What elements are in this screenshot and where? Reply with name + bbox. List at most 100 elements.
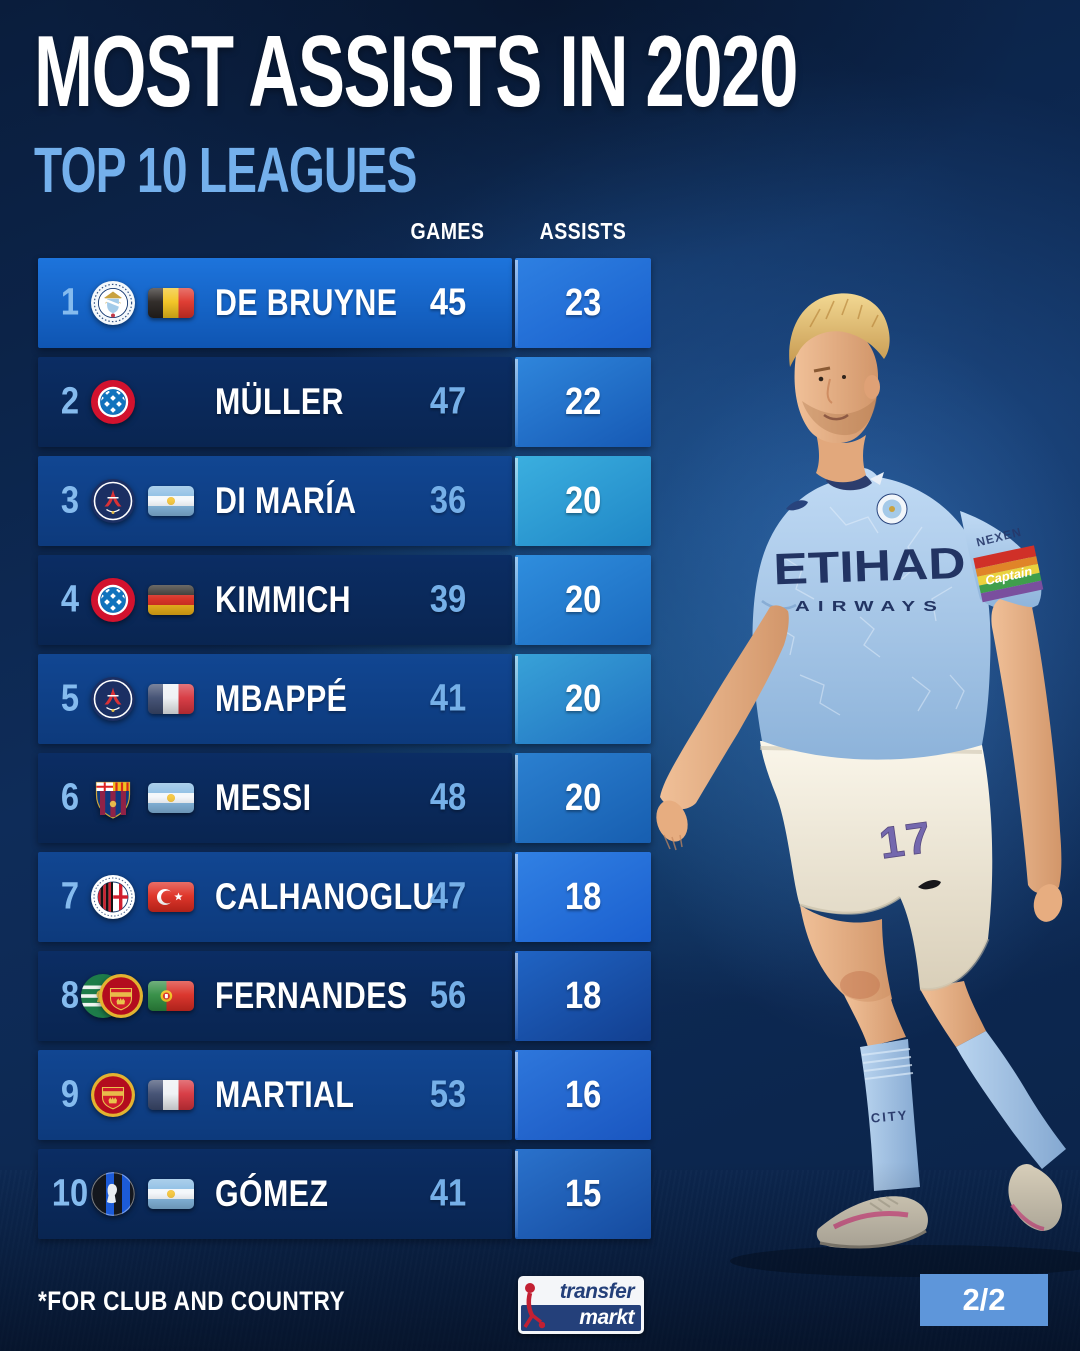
club-crests <box>90 577 136 623</box>
man-united-crest-icon <box>91 1073 135 1117</box>
club-crests <box>90 676 136 722</box>
man-city-crest-icon <box>91 281 135 325</box>
player-name: GÓMEZ <box>215 1173 329 1214</box>
assists-value: 18 <box>564 875 602 918</box>
table-row-6: 6 MESSI 48 20 <box>38 753 651 843</box>
assists-value: 20 <box>564 479 602 522</box>
row-main: 7 CALHANOGLU 47 <box>38 852 512 942</box>
bayern-crest-icon <box>91 380 135 424</box>
assists-value: 20 <box>564 677 602 720</box>
jersey-sponsor-line1: ETIHAD <box>773 539 967 595</box>
games-value: 36 <box>429 479 467 522</box>
assists-cell: 20 <box>515 456 651 546</box>
row-main: 10 GÓMEZ 41 <box>38 1149 512 1239</box>
sun-of-may-icon <box>167 794 175 802</box>
player-photo-de-bruyne: CITY 17 <box>620 293 1080 1277</box>
rank-number: 5 <box>60 677 80 720</box>
player-name: DI MARÍA <box>215 480 357 521</box>
rank-number: 2 <box>60 380 80 423</box>
games-value: 41 <box>429 677 467 720</box>
assists-value: 15 <box>564 1172 602 1215</box>
assists-value: 20 <box>564 776 602 819</box>
table-row-10: 10 GÓMEZ 41 15 <box>38 1149 651 1239</box>
player-name: KIMMICH <box>215 579 352 620</box>
assists-value: 16 <box>564 1073 602 1116</box>
assists-cell: 18 <box>515 951 651 1041</box>
games-value: 53 <box>429 1073 467 1116</box>
games-value: 47 <box>429 380 467 423</box>
page-indicator-badge: 2/2 <box>920 1274 1048 1326</box>
rank-number: 6 <box>60 776 80 819</box>
france-flag-icon <box>148 684 194 714</box>
assists-cell: 20 <box>515 654 651 744</box>
row-main: 5 MBAPPÉ 41 <box>38 654 512 744</box>
row-main: 4 KIMMICH 39 <box>38 555 512 645</box>
games-value: 48 <box>429 776 467 819</box>
assists-cell: 20 <box>515 753 651 843</box>
club-crests <box>90 775 136 821</box>
games-value: 41 <box>429 1172 467 1215</box>
table-row-5: 5 MBAPPÉ 41 20 <box>38 654 651 744</box>
assists-cell: 18 <box>515 852 651 942</box>
games-value: 47 <box>429 875 467 918</box>
club-crests <box>90 1171 136 1217</box>
row-main: 6 MESSI 48 <box>38 753 512 843</box>
club-crests <box>90 874 136 920</box>
table-row-9: 9 MARTIAL 53 16 <box>38 1050 651 1140</box>
player-name: DE BRUYNE <box>215 282 398 323</box>
shorts-number: 17 <box>876 813 935 869</box>
psg-crest-icon <box>91 479 135 523</box>
rank-number: 10 <box>51 1172 89 1215</box>
column-header-games: GAMES <box>410 218 484 244</box>
rank-number: 9 <box>60 1073 80 1116</box>
table-row-4: 4 KIMMICH 39 20 <box>38 555 651 645</box>
turkey-flag-icon <box>148 882 194 912</box>
club-crests <box>90 1072 136 1118</box>
player-name: MESSI <box>215 777 312 818</box>
argentina-flag-icon <box>148 486 194 516</box>
row-main: 1 DE BRUYNE 45 <box>38 258 512 348</box>
player-ground-shadow <box>730 1245 1080 1277</box>
player-name: MARTIAL <box>215 1074 355 1115</box>
rank-number: 4 <box>60 578 80 621</box>
barcelona-crest-icon <box>95 781 131 819</box>
assists-cell: 16 <box>515 1050 651 1140</box>
sun-of-may-icon <box>167 497 175 505</box>
page-title: MOST ASSISTS IN 2020 <box>34 16 798 128</box>
argentina-flag-icon <box>148 1179 194 1209</box>
atalanta-crest-icon <box>91 1172 135 1216</box>
sun-of-may-icon <box>167 1190 175 1198</box>
jersey-sponsor-line2: AIRWAYS <box>795 598 945 615</box>
table-row-8: 8 FERNANDES 56 18 <box>38 951 651 1041</box>
transfermarkt-logo: transfer markt <box>518 1276 644 1334</box>
portugal-flag-icon <box>148 981 194 1011</box>
club-crests <box>80 973 146 1019</box>
games-value: 39 <box>429 578 467 621</box>
germany-flag-icon <box>148 585 194 615</box>
psg-crest-icon <box>91 677 135 721</box>
rank-number: 1 <box>60 281 80 324</box>
transfermarkt-player-icon <box>523 1283 545 1329</box>
assists-cell: 23 <box>515 258 651 348</box>
france-flag-icon <box>148 1080 194 1110</box>
column-header-assists: ASSISTS <box>539 218 627 244</box>
assists-value: 18 <box>564 974 602 1017</box>
player-name: MÜLLER <box>215 381 344 422</box>
row-main: 3 DI MARÍA 36 <box>38 456 512 546</box>
table-row-2: 2 MÜLLER 47 22 <box>38 357 651 447</box>
assists-cell: 22 <box>515 357 651 447</box>
rank-number: 7 <box>60 875 80 918</box>
row-main: 2 MÜLLER 47 <box>38 357 512 447</box>
assists-value: 23 <box>564 281 602 324</box>
rank-number: 3 <box>60 479 80 522</box>
table-row-3: 3 DI MARÍA 36 20 <box>38 456 651 546</box>
footnote: *FOR CLUB AND COUNTRY <box>38 1286 346 1316</box>
belgium-flag-icon <box>148 288 194 318</box>
row-main: 8 FERNANDES 56 <box>38 951 512 1041</box>
argentina-flag-icon <box>148 783 194 813</box>
assists-cell: 20 <box>515 555 651 645</box>
page-subtitle: TOP 10 LEAGUES <box>34 134 417 206</box>
assists-value: 20 <box>564 578 602 621</box>
table-row-7: 7 CALHANOGLU 47 18 <box>38 852 651 942</box>
